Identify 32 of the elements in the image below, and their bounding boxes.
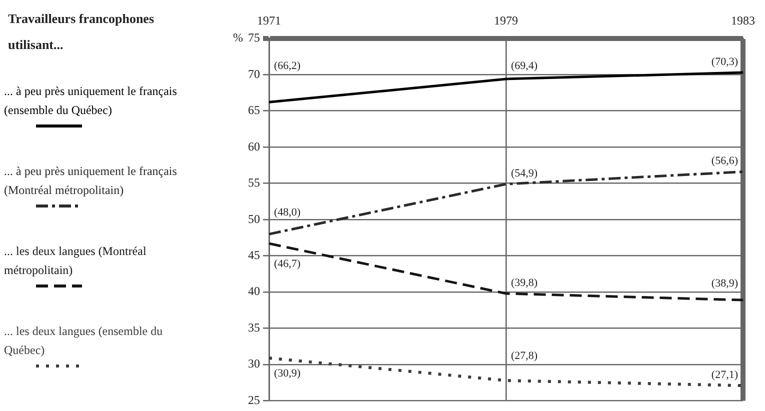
data-label: (66,2) <box>274 60 301 72</box>
y-tick-label: 25 <box>248 392 260 407</box>
x-tick-label: 1983 <box>731 13 755 28</box>
text: ... à peu près uniquement le français (Montréal métropolitain) <box>4 163 178 199</box>
data-label: (38,9) <box>711 277 738 290</box>
y-tick-label: 50 <box>248 212 260 226</box>
y-tick-label: 35 <box>248 320 260 334</box>
x-tick-label: 1971 <box>257 13 281 28</box>
y-tick-label: 65 <box>248 103 260 118</box>
data-label: (56,6) <box>711 155 738 168</box>
y-tick-label: 30 <box>248 356 260 371</box>
text: ... les deux langues (Montréal métropolitain) <box>4 243 148 279</box>
data-label: (39,8) <box>511 276 538 289</box>
data-label: (27,1) <box>711 368 738 381</box>
text: ... à peu près uniquement le français (ensemble du Québec) <box>4 83 178 119</box>
y-axis-title: % <box>233 30 243 45</box>
data-label: (27,8) <box>511 350 538 362</box>
data-label: (48,0) <box>274 206 301 218</box>
data-label: (70,3) <box>711 56 738 68</box>
y-tick-label: 60 <box>248 139 260 154</box>
y-tick-label: 55 <box>248 176 260 190</box>
y-tick-label: 75 <box>248 30 260 45</box>
text: Travailleurs francophones utilisant... <box>8 10 156 54</box>
data-label: (69,4) <box>511 60 538 72</box>
text: ... les deux langues (ensemble du Québec) <box>4 323 164 359</box>
y-tick-label: 70 <box>248 66 260 81</box>
data-label: (54,9) <box>511 167 538 180</box>
y-tick-label: 40 <box>248 284 260 298</box>
y-tick-label: 45 <box>248 248 260 262</box>
data-label: (46,7) <box>274 258 301 270</box>
x-tick-label: 1979 <box>494 13 518 28</box>
data-label: (30,9) <box>274 367 301 380</box>
